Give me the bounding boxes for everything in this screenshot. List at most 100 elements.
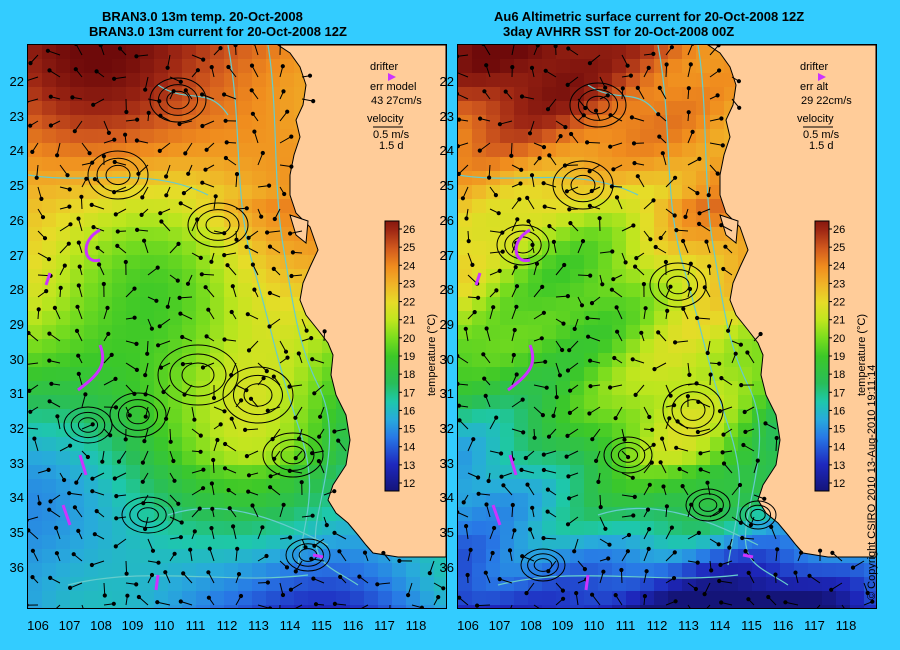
left-lat-tick: 28 (9, 282, 24, 298)
left-lat-tick: 31 (9, 386, 24, 402)
left-isobath-contours (28, 45, 359, 586)
left-lon-tick: 107 (58, 618, 81, 633)
right-colorbar-label: temperature (°C) (856, 314, 868, 396)
left-lat-tick: 25 (9, 178, 24, 194)
left-drifter-tracks (44, 228, 324, 591)
right-lat-tick: 26 (439, 212, 454, 228)
left-colorbar-tick: 21 (403, 315, 415, 327)
right-lon-tick: 113 (678, 618, 699, 633)
left-lon-tick: 111 (185, 618, 206, 633)
right-lat-tick: 36 (439, 559, 454, 575)
right-drifter-tracks (474, 228, 754, 591)
left-colorbar-tick: 25 (403, 242, 415, 254)
right-lon-tick: 107 (488, 618, 511, 633)
copyright-text: © Copyright CSIRO 2010 13-Aug-2010 19:11… (866, 364, 878, 600)
right-colorbar-tick: 16 (833, 405, 845, 417)
left-colorbar: 26 25 24 23 22 21 20 19 18 17 16 15 14 13 12 temperatur… (384, 220, 438, 492)
left-lon-tick: 118 (405, 618, 427, 633)
right-legend-duration: 1.5 d (809, 140, 834, 152)
right-lon-tick: 118 (835, 618, 857, 633)
left-current-arrows (28, 45, 446, 608)
left-lat-tick: 23 (9, 108, 24, 124)
right-lat-tick: 35 (439, 525, 454, 541)
right-eddy-streamlines (496, 82, 777, 582)
left-lon-tick: 109 (121, 618, 144, 633)
left-legend-err-label: err model (370, 81, 417, 93)
left-colorbar-tick: 17 (403, 387, 415, 399)
right-colorbar-tick: 17 (833, 387, 845, 399)
left-colorbar-tick: 12 (403, 478, 415, 490)
left-lon-tick: 116 (342, 618, 364, 633)
right-lat-tick: 29 (439, 316, 454, 332)
left-lat-tick: 32 (9, 421, 24, 436)
right-colorbar: 26 25 24 23 22 21 20 19 18 17 16 15 14 13 12 temperatur… (814, 220, 868, 492)
right-lat-tick: 32 (439, 421, 454, 436)
right-legend-scale: 0.5 m/s (803, 129, 840, 141)
right-colorbar-tick: 14 (833, 442, 845, 454)
right-colorbar-tick: 18 (833, 369, 845, 381)
right-lon-tick: 112 (646, 618, 668, 633)
left-colorbar-tick: 14 (403, 442, 415, 454)
left-map-svg: 26 25 24 23 22 21 20 19 18 17 16 15 14 13 12 temperatur… (28, 45, 446, 608)
left-lon-tick: 110 (153, 618, 175, 633)
right-lon-tick: 115 (741, 618, 762, 633)
left-lat-tick: 26 (9, 212, 24, 228)
left-lat-tick: 30 (9, 351, 24, 367)
right-colorbar-tick: 25 (833, 242, 845, 254)
left-lon-tick: 108 (90, 618, 112, 633)
left-lat-tick: 22 (9, 74, 24, 89)
left-lon-tick: 106 (27, 618, 49, 633)
right-lat-tick: 25 (439, 178, 454, 194)
right-lat-tick: 34 (439, 490, 454, 506)
right-lon-tick: 106 (457, 618, 479, 633)
right-lat-tick: 22 (439, 74, 454, 89)
left-title-line2: BRAN3.0 13m current for 20-Oct-2008 12Z (89, 24, 347, 39)
right-title-line2: 3day AVHRR SST for 20-Oct-2008 00Z (503, 24, 735, 39)
right-lon-tick: 109 (551, 618, 574, 633)
left-colorbar-tick: 19 (403, 351, 415, 363)
right-lat-tick: 30 (439, 351, 454, 367)
right-lon-tick: 114 (709, 618, 731, 633)
left-legend-err-value: 43 27cm/s (371, 95, 422, 107)
right-map-svg: 26 25 24 23 22 21 20 19 18 17 16 15 14 13 12 temperatur… (458, 45, 876, 608)
right-lon-tick: 110 (583, 618, 605, 633)
right-landmass (707, 45, 876, 558)
right-colorbar-tick: 13 (833, 460, 845, 472)
right-colorbar-tick: 12 (833, 478, 845, 490)
left-lon-tick: 112 (216, 618, 238, 633)
left-legend-velocity: velocity (367, 113, 404, 125)
right-map-panel: 26 25 24 23 22 21 20 19 18 17 16 15 14 13 12 temperatur… (457, 44, 877, 609)
right-lat-tick: 33 (439, 455, 454, 471)
right-lat-tick: 24 (439, 143, 454, 159)
left-title-line1: BRAN3.0 13m temp. 20-Oct-2008 (102, 9, 303, 24)
left-colorbar-tick: 23 (403, 278, 415, 290)
left-colorbar-tick: 26 (403, 224, 415, 236)
left-legend-scale: 0.5 m/s (373, 129, 410, 141)
left-lat-tick: 34 (9, 490, 24, 506)
right-lat-tick: 27 (439, 247, 454, 263)
right-legend-drifter: drifter (800, 61, 829, 73)
right-lon-tick: 111 (615, 618, 636, 633)
left-colorbar-tick: 18 (403, 369, 415, 381)
left-lat-tick: 27 (9, 247, 24, 263)
right-colorbar-tick: 19 (833, 351, 845, 363)
left-colorbar-tick: 15 (403, 424, 415, 436)
left-colorbar-label: temperature (°C) (426, 314, 438, 396)
left-colorbar-tick: 24 (403, 260, 415, 272)
right-colorbar-tick: 20 (833, 333, 845, 345)
left-lon-tick: 113 (248, 618, 269, 633)
right-colorbar-tick: 15 (833, 424, 845, 436)
left-colorbar-tick: 20 (403, 333, 415, 345)
right-lat-tick: 23 (439, 108, 454, 124)
right-current-arrows (458, 45, 875, 608)
left-landmass (277, 45, 446, 558)
left-colorbar-tick: 16 (403, 405, 415, 417)
right-lat-tick: 31 (439, 386, 454, 402)
right-lon-tick: 117 (804, 618, 825, 633)
right-title-line1: Au6 Altimetric surface current for 20-Oc… (494, 9, 805, 24)
left-lon-tick: 114 (279, 618, 301, 633)
right-legend-err-value: 29 22cm/s (801, 95, 852, 107)
left-lat-tick: 24 (9, 143, 24, 159)
left-lat-tick: 35 (9, 525, 24, 541)
left-colorbar-tick: 13 (403, 460, 415, 472)
